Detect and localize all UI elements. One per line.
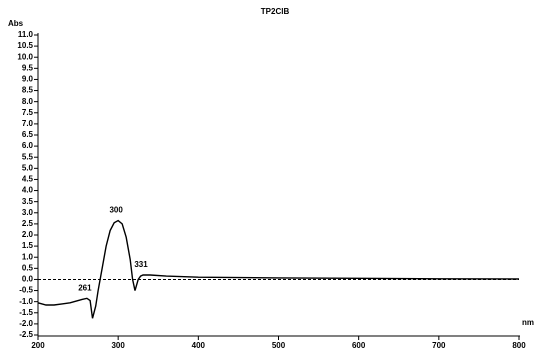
y-tick-label: 2.0 bbox=[22, 230, 34, 239]
y-tick-label: 9.5 bbox=[22, 63, 34, 72]
y-tick-label: 7.5 bbox=[22, 108, 34, 117]
y-tick-label: -1.0 bbox=[19, 297, 33, 306]
y-tick-label: 0.0 bbox=[22, 275, 34, 284]
y-tick-label: -0.5 bbox=[19, 286, 33, 295]
y-tick-label: 0.5 bbox=[22, 263, 34, 272]
y-tick-label: 11.0 bbox=[18, 30, 34, 39]
y-tick-label: 8.0 bbox=[22, 97, 34, 106]
x-axis-label: nm bbox=[522, 318, 534, 327]
y-axis-label: Abs bbox=[8, 19, 24, 28]
y-tick-label: 7.0 bbox=[22, 119, 34, 128]
x-tick-label: 800 bbox=[512, 341, 526, 350]
y-tick-label: 3.0 bbox=[22, 208, 34, 217]
y-tick-label: 10.5 bbox=[17, 41, 33, 50]
x-tick-label: 200 bbox=[31, 341, 45, 350]
y-tick-label: 10.0 bbox=[17, 52, 33, 61]
y-tick-label: 4.5 bbox=[22, 175, 34, 184]
x-tick-label: 700 bbox=[432, 341, 446, 350]
y-tick-label: -2.0 bbox=[19, 319, 33, 328]
x-tick-label: 500 bbox=[272, 341, 286, 350]
peak-label: 300 bbox=[109, 206, 123, 215]
chart-title: TP2ClB bbox=[261, 7, 290, 16]
x-tick-label: 400 bbox=[192, 341, 206, 350]
x-tick-label: 600 bbox=[352, 341, 366, 350]
line bbox=[37, 219, 520, 319]
y-tick-label: -1.5 bbox=[19, 308, 33, 317]
y-tick-label: 3.5 bbox=[22, 197, 34, 206]
peak-label: 331 bbox=[134, 260, 148, 269]
y-tick-label: -2.5 bbox=[19, 330, 33, 339]
y-tick-label: 1.0 bbox=[22, 252, 34, 261]
y-tick-label: 6.5 bbox=[22, 130, 34, 139]
y-tick-label: 1.5 bbox=[22, 241, 34, 250]
y-tick-label: 8.5 bbox=[22, 86, 34, 95]
y-tick-label: 6.0 bbox=[22, 141, 34, 150]
y-tick-label: 5.0 bbox=[22, 163, 34, 172]
y-tick-label: 5.5 bbox=[22, 152, 34, 161]
y-tick-label: 9.0 bbox=[22, 75, 34, 84]
x-tick-label: 300 bbox=[111, 341, 125, 350]
y-tick-label: 2.5 bbox=[22, 219, 34, 228]
peak-label: 261 bbox=[78, 283, 92, 292]
y-tick-label: 4.0 bbox=[22, 186, 34, 195]
